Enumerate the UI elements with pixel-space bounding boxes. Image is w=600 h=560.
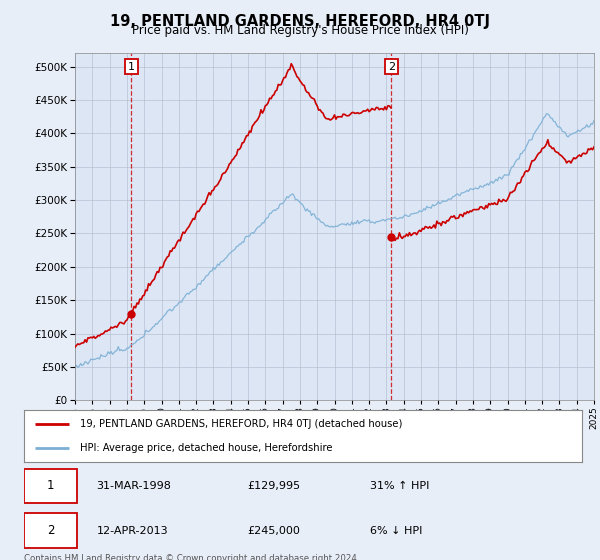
- Text: 19, PENTLAND GARDENS, HEREFORD, HR4 0TJ: 19, PENTLAND GARDENS, HEREFORD, HR4 0TJ: [110, 14, 490, 29]
- Text: 6% ↓ HPI: 6% ↓ HPI: [370, 526, 422, 535]
- Text: 2: 2: [388, 62, 395, 72]
- Text: 31% ↑ HPI: 31% ↑ HPI: [370, 481, 430, 491]
- Text: £245,000: £245,000: [247, 526, 300, 535]
- FancyBboxPatch shape: [24, 469, 77, 503]
- Text: 1: 1: [47, 479, 55, 492]
- Text: £129,995: £129,995: [247, 481, 301, 491]
- FancyBboxPatch shape: [24, 514, 77, 548]
- Text: Price paid vs. HM Land Registry's House Price Index (HPI): Price paid vs. HM Land Registry's House …: [131, 24, 469, 37]
- Text: HPI: Average price, detached house, Herefordshire: HPI: Average price, detached house, Here…: [80, 443, 332, 453]
- Text: 1: 1: [128, 62, 135, 72]
- Text: 31-MAR-1998: 31-MAR-1998: [97, 481, 172, 491]
- Text: Contains HM Land Registry data © Crown copyright and database right 2024.
This d: Contains HM Land Registry data © Crown c…: [24, 554, 359, 560]
- Text: 2: 2: [47, 524, 55, 537]
- Text: 19, PENTLAND GARDENS, HEREFORD, HR4 0TJ (detached house): 19, PENTLAND GARDENS, HEREFORD, HR4 0TJ …: [80, 419, 402, 430]
- Text: 12-APR-2013: 12-APR-2013: [97, 526, 168, 535]
